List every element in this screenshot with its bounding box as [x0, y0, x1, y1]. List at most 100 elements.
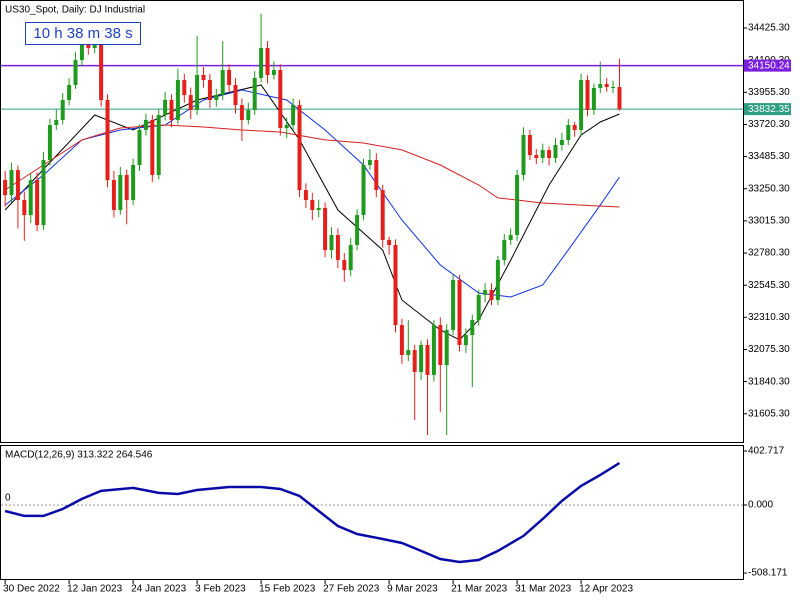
candle-body: [316, 207, 321, 210]
macd-level-label: 0: [5, 493, 11, 504]
candle-body: [28, 180, 33, 216]
candle-body: [476, 294, 481, 320]
candle-body: [131, 164, 136, 201]
x-tick-label: 21 Mar 2023: [451, 584, 508, 595]
candle-body: [47, 125, 52, 161]
candle-body: [54, 119, 59, 126]
candle-body: [585, 80, 590, 110]
candle-body: [303, 190, 308, 201]
candle-body: [137, 129, 142, 165]
candle-body: [406, 350, 411, 355]
candle-body: [399, 325, 404, 355]
candle-body: [361, 164, 366, 216]
candle-body: [572, 125, 577, 130]
candle-body: [118, 174, 123, 210]
moving-average: [4, 84, 620, 341]
candle-body: [297, 105, 302, 191]
y-tick-label: 32075.30: [748, 344, 790, 355]
timer-box: [25, 22, 141, 45]
candle-body: [284, 125, 289, 129]
candle-body: [73, 60, 78, 85]
candle-body: [559, 139, 564, 146]
y-tick-label: 402.717: [748, 446, 785, 457]
price-label: 34150.24: [748, 60, 790, 71]
y-tick-label: 34425.30: [748, 23, 790, 34]
moving-average: [4, 89, 620, 298]
main-panel: [0, 0, 744, 443]
candle-body: [540, 150, 545, 159]
candle-body: [111, 180, 116, 210]
y-tick-label: 31840.30: [748, 376, 790, 387]
candle-body: [195, 74, 200, 110]
candle-body: [527, 135, 532, 155]
x-tick-label: 24 Jan 2023: [131, 584, 186, 595]
candle-body: [419, 345, 424, 372]
candle-body: [348, 245, 353, 271]
candle-body: [579, 80, 584, 130]
candle-body: [3, 180, 8, 196]
x-tick-label: 27 Feb 2023: [323, 584, 380, 595]
candle-body: [22, 200, 27, 216]
candle-body: [566, 125, 571, 140]
y-tick-label: 31605.30: [748, 408, 790, 419]
y-tick-label: 33015.30: [748, 216, 790, 227]
candle-body: [611, 87, 616, 89]
candle-body: [521, 135, 526, 175]
y-tick-label: 33955.30: [748, 87, 790, 98]
candle-body: [470, 319, 475, 336]
candle-body: [207, 80, 212, 101]
y-tick-label: 33720.30: [748, 119, 790, 130]
candle-body: [374, 160, 379, 191]
candle-body: [227, 70, 232, 85]
candle-body: [214, 95, 219, 101]
candle-body: [438, 325, 443, 365]
candle-body: [201, 74, 206, 81]
price-label-bg: [744, 103, 791, 116]
candle-body: [547, 150, 552, 159]
candle-body: [105, 100, 110, 181]
candle-body: [508, 235, 513, 240]
price-label: 33832.35: [748, 104, 790, 115]
candle-body: [495, 260, 500, 301]
candle-body: [60, 100, 65, 120]
candle-body: [239, 105, 244, 120]
candle-body: [502, 239, 507, 261]
candle-body: [489, 290, 494, 301]
candle-body: [9, 170, 14, 196]
candle-body: [79, 39, 84, 61]
candle-body: [598, 83, 603, 88]
price-label-bg: [744, 59, 791, 72]
candle-body: [425, 345, 430, 375]
candle-body: [188, 95, 193, 110]
y-tick-label: 0.000: [748, 500, 773, 511]
macd-line: [4, 461, 621, 564]
y-tick-label: 32545.30: [748, 280, 790, 291]
candle-body: [220, 70, 225, 96]
x-tick-label: 9 Mar 2023: [387, 584, 438, 595]
macd-panel: [0, 445, 744, 580]
candle-body: [175, 80, 180, 120]
candle-body: [35, 180, 40, 226]
candle-body: [463, 335, 468, 346]
candle-body: [591, 87, 596, 110]
candle-body: [163, 100, 168, 116]
x-tick-label: 30 Dec 2022: [3, 584, 60, 595]
candle-body: [515, 174, 520, 236]
x-tick-label: 12 Apr 2023: [579, 584, 633, 595]
candle-body: [41, 160, 46, 226]
candle-body: [265, 48, 270, 75]
candle-body: [124, 174, 129, 201]
candle-body: [483, 290, 488, 295]
candle-body: [393, 245, 398, 326]
candle-body: [150, 119, 155, 175]
macd-title: MACD(12,26,9) 313.322 264.546: [5, 450, 153, 461]
y-tick-label: 33250.30: [748, 183, 790, 194]
x-tick-label: 3 Feb 2023: [195, 584, 246, 595]
candle-body: [259, 48, 264, 78]
candle-body: [457, 280, 462, 346]
candle-body: [604, 83, 609, 88]
candle-body: [335, 235, 340, 261]
candle-body: [451, 280, 456, 330]
y-tick-label: 33485.30: [748, 151, 790, 162]
candle-body: [271, 70, 276, 75]
